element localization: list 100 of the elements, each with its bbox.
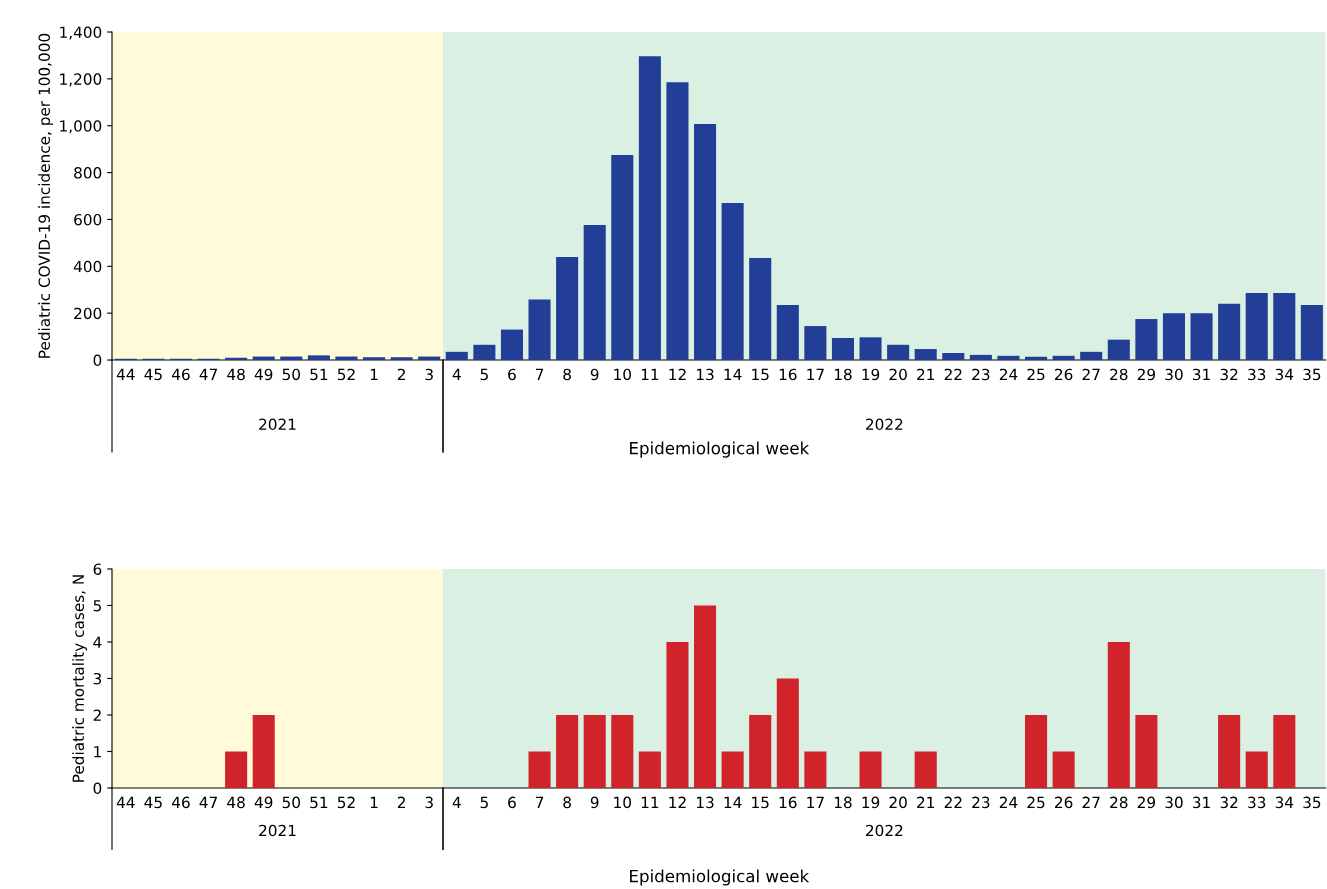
bar (556, 256, 579, 361)
bar (859, 337, 882, 361)
bar (749, 258, 772, 361)
x-tick-label: 11 (641, 368, 659, 380)
bar (1273, 714, 1296, 789)
bar (638, 751, 661, 789)
bar (914, 349, 937, 361)
x-tick-label: 32 (1220, 368, 1238, 381)
bar (969, 354, 992, 361)
x-tick-label: 16 (779, 368, 797, 381)
x-tick-label: 52 (337, 796, 355, 809)
y-tick-label: 200 (74, 307, 102, 320)
x-tick-label: 10 (614, 368, 631, 381)
text: 2021 (259, 824, 296, 837)
bar (1025, 356, 1048, 361)
y-tick-label: 400 (73, 260, 102, 273)
x-tick-label: 45 (144, 368, 162, 381)
x-tick-label: 20 (889, 796, 907, 809)
x-tick-label: 2 (397, 796, 405, 808)
x-tick-label: 51 (310, 368, 328, 381)
x-tick-label: 2 (397, 368, 405, 380)
x-tick-label: 28 (1110, 368, 1128, 381)
x-tick-label: 13 (697, 796, 714, 809)
bar (1080, 351, 1103, 361)
x-tick-label: 25 (1027, 796, 1045, 809)
x-axis-title: Epidemiological week (630, 869, 810, 886)
text: 2021 (259, 418, 296, 431)
x-tick-label: 9 (590, 796, 599, 809)
bar (694, 124, 717, 361)
x-tick-label: 28 (1110, 796, 1128, 809)
x-tick-label: 17 (807, 368, 824, 380)
x-tick-label: 49 (254, 796, 273, 809)
x-tick-label: 4 (452, 368, 461, 380)
x-tick-label: 15 (752, 796, 769, 809)
x-tick-label: 19 (862, 368, 880, 381)
bar (804, 751, 827, 789)
x-tick-label: 31 (1192, 796, 1210, 809)
x-tick-label: 10 (614, 796, 631, 809)
bar (1107, 641, 1130, 789)
bar (1052, 355, 1075, 361)
x-tick-label: 44 (116, 368, 135, 380)
x-tick-label: 5 (480, 368, 488, 381)
x-tick-label: 23 (972, 368, 990, 381)
bar (831, 338, 854, 361)
bar (749, 714, 772, 789)
bar (694, 605, 717, 789)
x-tick-label: 9 (590, 368, 599, 381)
y-tick-label: 2 (93, 709, 101, 721)
x-tick-label: 19 (862, 796, 880, 809)
bar (473, 344, 496, 361)
bar (914, 751, 937, 789)
x-tick-label: 17 (807, 796, 824, 808)
y-tick-label: 0 (93, 782, 102, 795)
x-tick-label: 6 (508, 796, 516, 809)
x-tick-label: 27 (1082, 368, 1100, 380)
x-tick-label: 7 (535, 796, 544, 808)
bar (583, 714, 606, 789)
bar (638, 56, 661, 361)
x-tick-label: 46 (171, 796, 190, 809)
bar (445, 351, 468, 361)
bar (666, 641, 689, 789)
x-tick-label: 8 (563, 796, 571, 809)
x-tick-label: 45 (144, 796, 162, 809)
bar (804, 326, 827, 361)
x-axis-title: Epidemiological week (630, 441, 810, 458)
x-tick-label: 24 (999, 368, 1018, 380)
x-tick-label: 21 (917, 796, 935, 808)
x-tick-label: 47 (199, 368, 217, 380)
bar (556, 714, 579, 789)
x-tick-label: 30 (1165, 368, 1183, 381)
bar (1190, 313, 1213, 361)
bar (583, 225, 606, 361)
x-tick-label: 5 (480, 796, 488, 809)
bar (1218, 714, 1241, 789)
x-tick-label: 3 (425, 368, 433, 381)
bar (1300, 304, 1323, 361)
x-tick-label: 51 (310, 796, 328, 809)
bar (997, 355, 1020, 361)
x-tick-label: 1 (370, 796, 378, 808)
bar (887, 344, 910, 361)
x-tick-label: 14 (724, 368, 742, 380)
x-tick-label: 12 (669, 368, 686, 380)
bar (611, 714, 634, 789)
x-tick-label: 33 (1248, 796, 1266, 809)
y-tick-label: 3 (93, 672, 102, 685)
x-tick-label: 35 (1303, 368, 1321, 381)
bar (942, 353, 965, 361)
bar (307, 355, 330, 361)
x-tick-label: 29 (1137, 368, 1156, 381)
x-tick-label: 18 (834, 368, 852, 381)
x-tick-label: 4 (452, 796, 461, 808)
x-tick-label: 18 (834, 796, 852, 809)
x-tick-label: 33 (1248, 368, 1266, 381)
x-tick-label: 23 (972, 796, 990, 809)
bar (859, 751, 882, 789)
bar (1273, 293, 1296, 361)
bar (776, 678, 799, 789)
x-tick-label: 30 (1165, 796, 1183, 809)
y-tick-label: 600 (74, 213, 102, 226)
text: 2022 (866, 418, 903, 431)
